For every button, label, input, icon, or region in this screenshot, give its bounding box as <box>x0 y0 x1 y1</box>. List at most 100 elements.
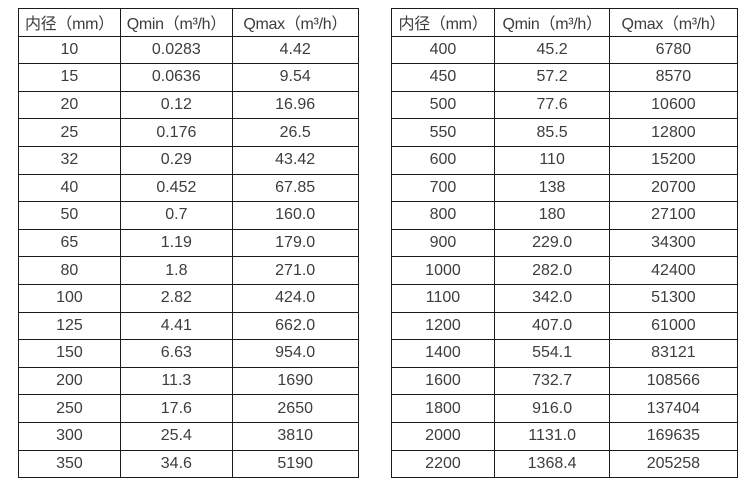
table-cell: 2200 <box>390 449 496 479</box>
table-cell: 34300 <box>608 228 739 258</box>
table-row: 400 45.2 6780 <box>390 35 739 65</box>
table-cell: 0.176 <box>119 118 233 147</box>
table-cell: 0.452 <box>119 173 233 203</box>
flow-spec-table-small-diameters: 内径（mm） Qmin（m³/h） Qmax（m³/h） 10 0.0283 4.42 1… <box>18 8 359 479</box>
table-row: 500 77.6 10600 <box>390 90 739 120</box>
table-cell: 77.6 <box>494 90 610 120</box>
table-cell: 1000 <box>390 256 496 285</box>
table-cell: 8570 <box>608 63 739 92</box>
table-cell: 11.3 <box>119 366 233 396</box>
table-cell: 407.0 <box>494 311 610 341</box>
table-cell: 57.2 <box>494 63 610 92</box>
table-cell: 550 <box>390 118 496 147</box>
table-row: 125 4.41 662.0 <box>18 311 359 341</box>
table-cell: 10 <box>18 35 121 65</box>
table-cell: 2650 <box>231 394 359 423</box>
table-cell: 200 <box>18 366 121 396</box>
table-cell: 50 <box>18 201 121 230</box>
table-cell: 1690 <box>231 366 359 396</box>
table-cell: 32 <box>18 145 121 175</box>
table-cell: 900 <box>390 228 496 258</box>
table-cell: 400 <box>390 35 496 65</box>
table-cell: 916.0 <box>494 394 610 423</box>
table-cell: 1.19 <box>119 228 233 258</box>
table-row: 600 110 15200 <box>390 145 739 175</box>
table-cell: 0.0636 <box>119 63 233 92</box>
table-body: 10 0.0283 4.42 15 0.0636 9.54 20 0.12 16.96 25 0.1… <box>18 35 359 479</box>
table-cell: 12800 <box>608 118 739 147</box>
table-cell: 1200 <box>390 311 496 341</box>
table-cell: 0.7 <box>119 201 233 230</box>
table-cell: 0.12 <box>119 90 233 120</box>
table-row: 65 1.19 179.0 <box>18 228 359 258</box>
table-cell: 160.0 <box>231 201 359 230</box>
table-cell: 205258 <box>608 449 739 479</box>
table-row: 25 0.176 26.5 <box>18 118 359 147</box>
table-row: 1000 282.0 42400 <box>390 256 739 285</box>
header-cell: Qmax（m³/h） <box>608 8 739 37</box>
table-header-row: 内径（mm） Qmin（m³/h） Qmax（m³/h） <box>18 8 359 37</box>
table-row: 10 0.0283 4.42 <box>18 35 359 65</box>
table-cell: 15200 <box>608 145 739 175</box>
table-cell: 138 <box>494 173 610 203</box>
table-cell: 1100 <box>390 283 496 313</box>
table-row: 1600 732.7 108566 <box>390 366 739 396</box>
table-cell: 0.0283 <box>119 35 233 65</box>
header-cell: Qmax（m³/h） <box>231 8 359 37</box>
table-cell: 80 <box>18 256 121 285</box>
table-cell: 150 <box>18 339 121 368</box>
table-cell: 110 <box>494 145 610 175</box>
table-cell: 17.6 <box>119 394 233 423</box>
table-cell: 100 <box>18 283 121 313</box>
table-row: 1800 916.0 137404 <box>390 394 739 423</box>
table-cell: 1.8 <box>119 256 233 285</box>
table-cell: 25 <box>18 118 121 147</box>
table-cell: 300 <box>18 421 121 451</box>
table-cell: 15 <box>18 63 121 92</box>
table-cell: 1800 <box>390 394 496 423</box>
table-row: 150 6.63 954.0 <box>18 339 359 368</box>
table-cell: 3810 <box>231 421 359 451</box>
table-row: 550 85.5 12800 <box>390 118 739 147</box>
table-cell: 20700 <box>608 173 739 203</box>
table-cell: 169635 <box>608 421 739 451</box>
header-cell: Qmin（m³/h） <box>494 8 610 37</box>
table-cell: 16.96 <box>231 90 359 120</box>
table-cell: 61000 <box>608 311 739 341</box>
table-cell: 450 <box>390 63 496 92</box>
table-cell: 0.29 <box>119 145 233 175</box>
table-cell: 6.63 <box>119 339 233 368</box>
table-cell: 34.6 <box>119 449 233 479</box>
table-header-row: 内径（mm） Qmin（m³/h） Qmax（m³/h） <box>18 8 359 37</box>
header-cell: 内径（mm） <box>18 8 121 37</box>
table-cell: 700 <box>390 173 496 203</box>
table-cell: 26.5 <box>231 118 359 147</box>
table-row: 15 0.0636 9.54 <box>18 63 359 92</box>
table-cell: 1131.0 <box>494 421 610 451</box>
table-cell: 67.85 <box>231 173 359 203</box>
table-cell: 137404 <box>608 394 739 423</box>
table-row: 20 0.12 16.96 <box>18 90 359 120</box>
table-row: 800 180 27100 <box>390 201 739 230</box>
table-cell: 732.7 <box>494 366 610 396</box>
table-cell: 108566 <box>608 366 739 396</box>
table-cell: 65 <box>18 228 121 258</box>
table-cell: 125 <box>18 311 121 341</box>
table-row: 250 17.6 2650 <box>18 394 359 423</box>
table-cell: 179.0 <box>231 228 359 258</box>
table-cell: 4.42 <box>231 35 359 65</box>
table-cell: 1368.4 <box>494 449 610 479</box>
table-row: 100 2.82 424.0 <box>18 283 359 313</box>
table-cell: 554.1 <box>494 339 610 368</box>
table-row: 1200 407.0 61000 <box>390 311 739 341</box>
table-cell: 25.4 <box>119 421 233 451</box>
table-cell: 350 <box>18 449 121 479</box>
table-cell: 662.0 <box>231 311 359 341</box>
table-cell: 229.0 <box>494 228 610 258</box>
table-cell: 2.82 <box>119 283 233 313</box>
table-cell: 1400 <box>390 339 496 368</box>
tables-container: 内径（mm） Qmin（m³/h） Qmax（m³/h） 10 0.0283 4.42 1… <box>18 8 739 479</box>
flow-spec-table-large-diameters: 内径（mm） Qmin（m³/h） Qmax（m³/h） 400 45.2 6780 45… <box>390 8 739 479</box>
table-row: 450 57.2 8570 <box>390 63 739 92</box>
table-row: 40 0.452 67.85 <box>18 173 359 203</box>
